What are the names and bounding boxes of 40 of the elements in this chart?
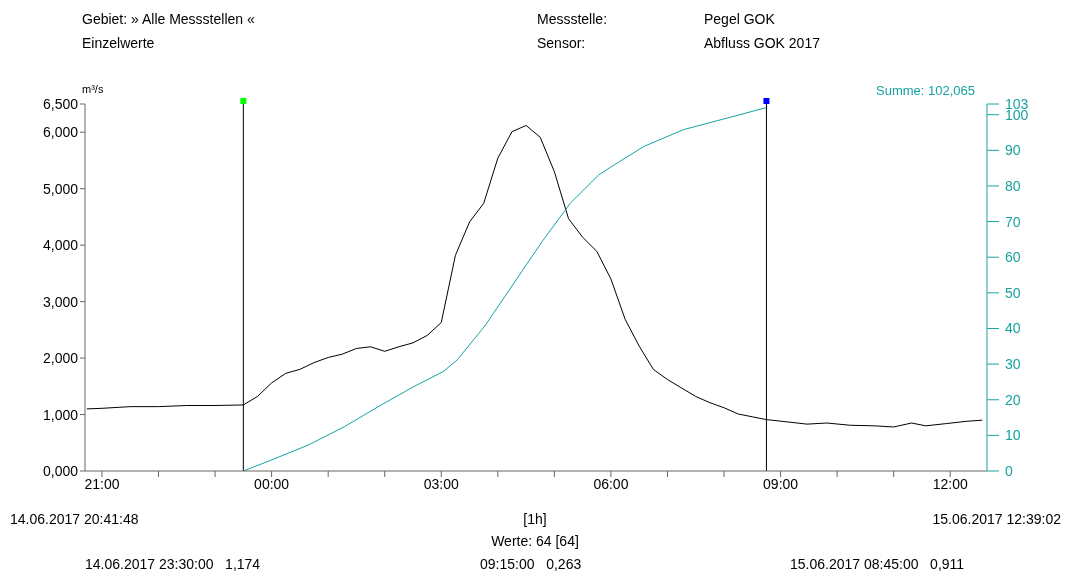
text: Messstelle: [537, 11, 608, 27]
y-tick-label: 6,000 [42, 124, 79, 141]
y-tick-label: 3,000 [42, 293, 79, 310]
text: 14.06.2017 23:30:00 1,174 [85, 556, 261, 572]
text: Abfluss GOK 2017 [704, 35, 820, 51]
y2-tick-label: 40 [1005, 320, 1021, 337]
text: Werte: 64 [64] [491, 533, 579, 549]
x-tick-label: 21:00 [84, 475, 120, 492]
y-tick-label: 6,500 [42, 95, 79, 112]
text: 09:15:00 0,263 [480, 556, 582, 572]
y-tick-label: 2,000 [42, 350, 79, 367]
chart-subtitle: Einzelwerte [82, 35, 155, 51]
y2-tick-label: 10 [1005, 427, 1021, 444]
y-tick-label: 1,000 [42, 406, 79, 423]
y-tick-label: 0,000 [42, 462, 79, 479]
x-tick-label: 03:00 [423, 475, 459, 492]
y-tick-label: 5,000 [42, 180, 79, 197]
text: Summe: 102,065 [875, 83, 975, 98]
y2-tick-label: 0 [1005, 463, 1013, 479]
text: Sensor: [537, 35, 586, 51]
y2-tick-label: 50 [1005, 284, 1021, 301]
x-tick-label: 00:00 [254, 475, 290, 492]
text: 14.06.2017 20:41:48 [10, 511, 139, 527]
line-series [242, 107, 767, 471]
y2-tick-label: 90 [1005, 142, 1021, 159]
text: Pegel GOK [704, 11, 775, 27]
x-tick-label: 12:00 [932, 475, 968, 492]
x-tick-label: 06:00 [593, 475, 629, 492]
y2-tick-label: 20 [1005, 391, 1021, 408]
y2-tick-label: 70 [1005, 213, 1021, 230]
y2-tick-label: 60 [1005, 249, 1021, 266]
text: 15.06.2017 12:39:02 [932, 511, 1061, 527]
text: 15.06.2017 08:45:00 0,911 [790, 556, 965, 572]
text: [1h] [523, 511, 547, 527]
y-axis-title: m³/s [82, 83, 104, 95]
y2-tick-label: 80 [1005, 177, 1021, 194]
chart-title: Gebiet: » Alle Messstellen « [82, 11, 255, 27]
y-tick-label: 4,000 [42, 237, 79, 254]
y2-tick-label: 30 [1005, 356, 1021, 373]
x-tick-label: 09:00 [763, 475, 799, 492]
